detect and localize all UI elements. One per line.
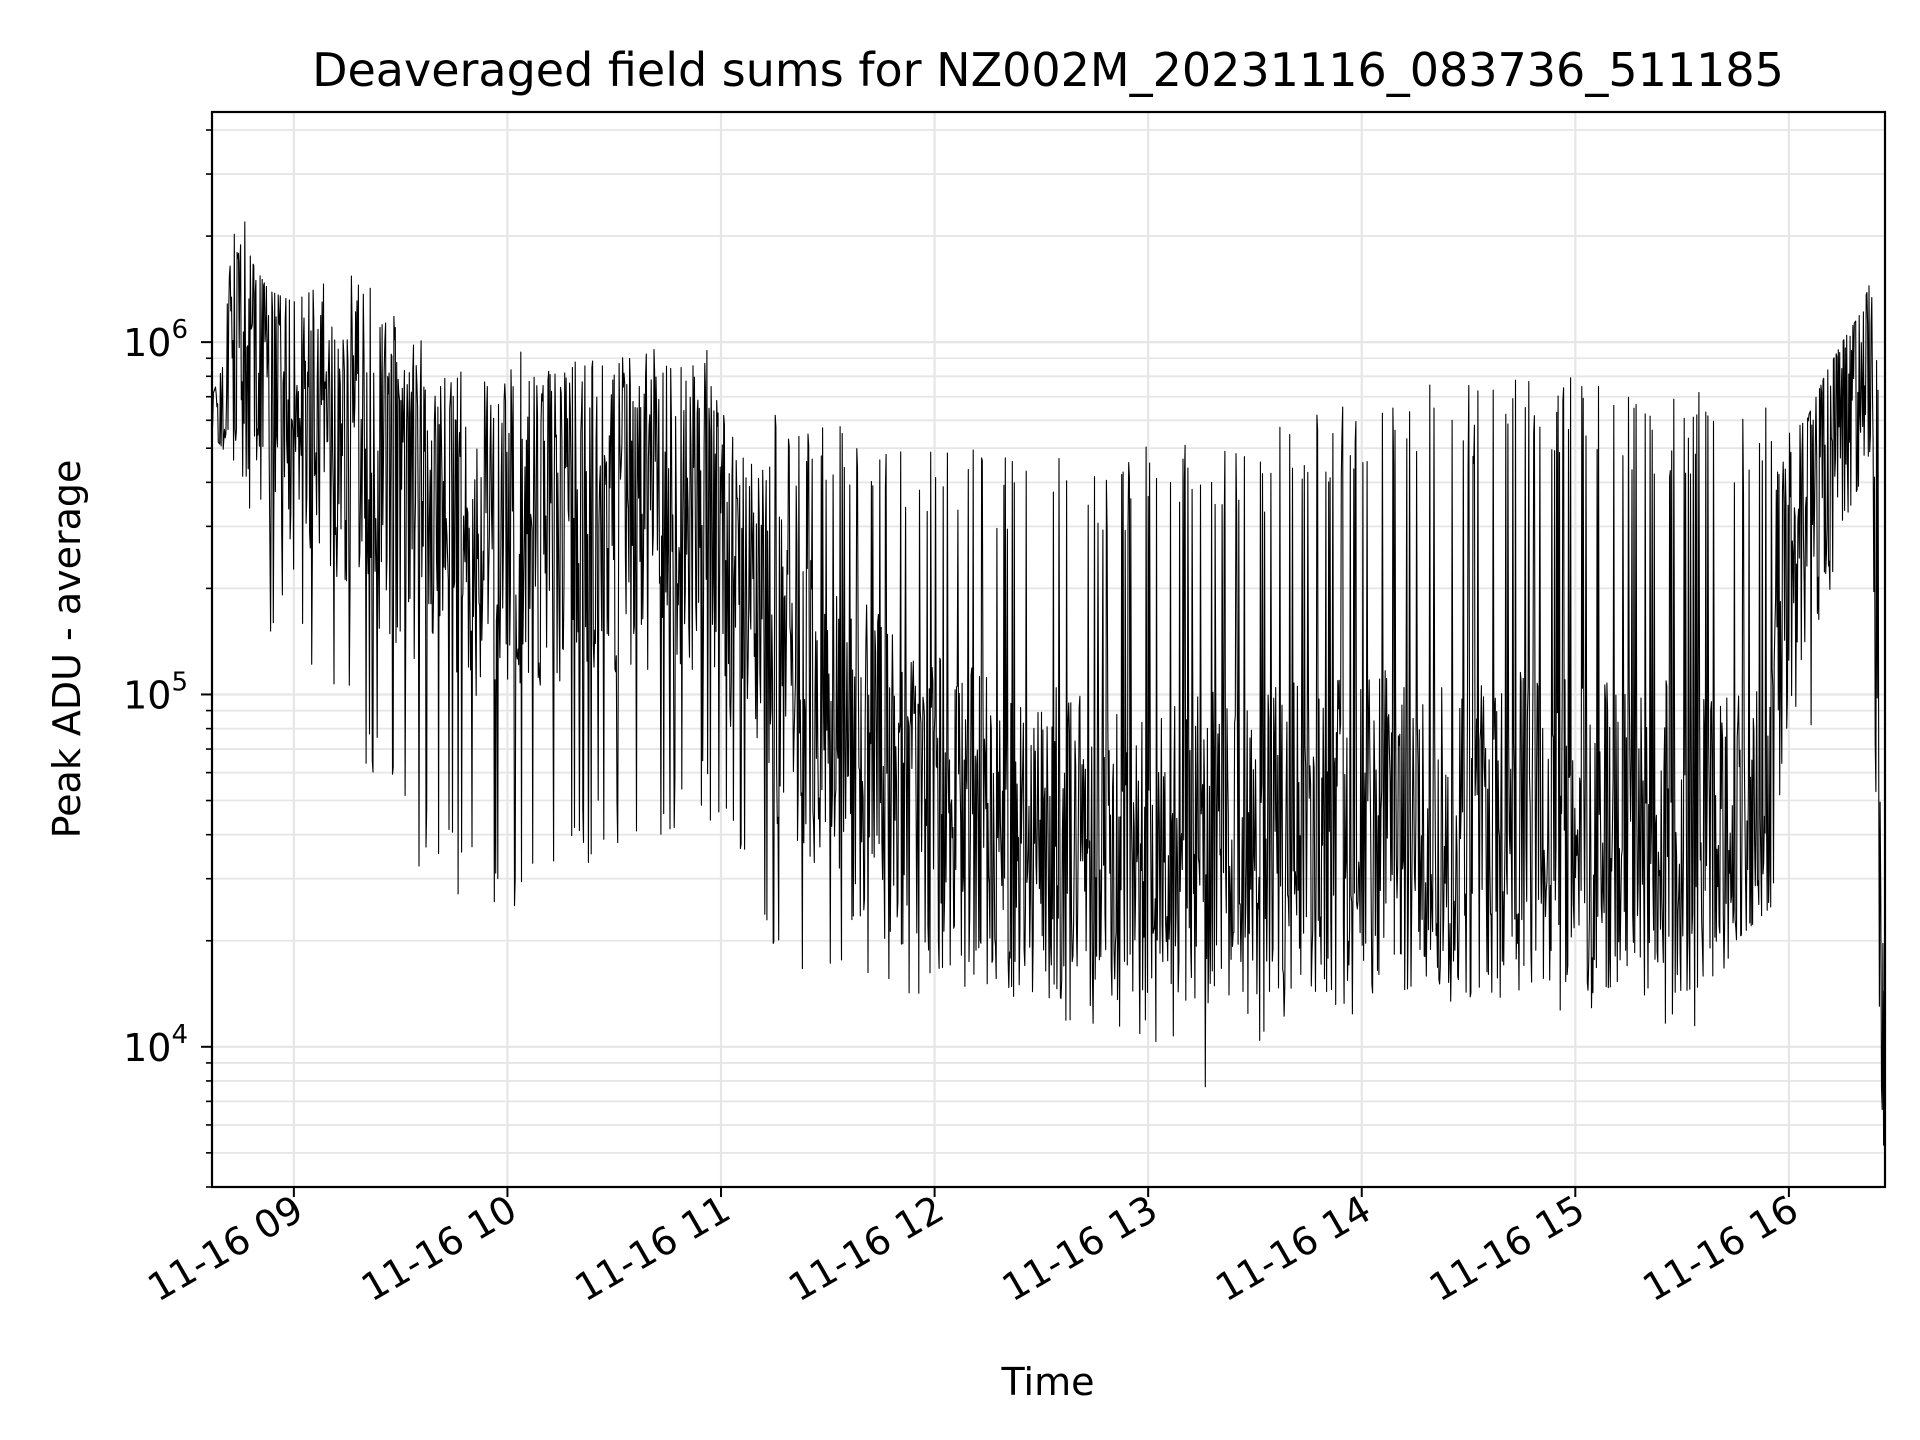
plot-frame — [210, 110, 1887, 1189]
y-tick-label: 104 — [123, 1020, 188, 1070]
x-axis-label: Time — [1001, 1360, 1095, 1404]
data-series — [211, 221, 1886, 1146]
chart-title: Deaveraged field sums for NZ002M_2023111… — [312, 43, 1784, 97]
series-line — [211, 221, 1886, 1146]
y-tick-label: 105 — [123, 667, 188, 717]
y-tick-label: 106 — [123, 315, 188, 365]
y-axis-label: Peak ADU - average — [45, 460, 89, 839]
y-axis: 104 105 106 — [123, 129, 212, 1188]
